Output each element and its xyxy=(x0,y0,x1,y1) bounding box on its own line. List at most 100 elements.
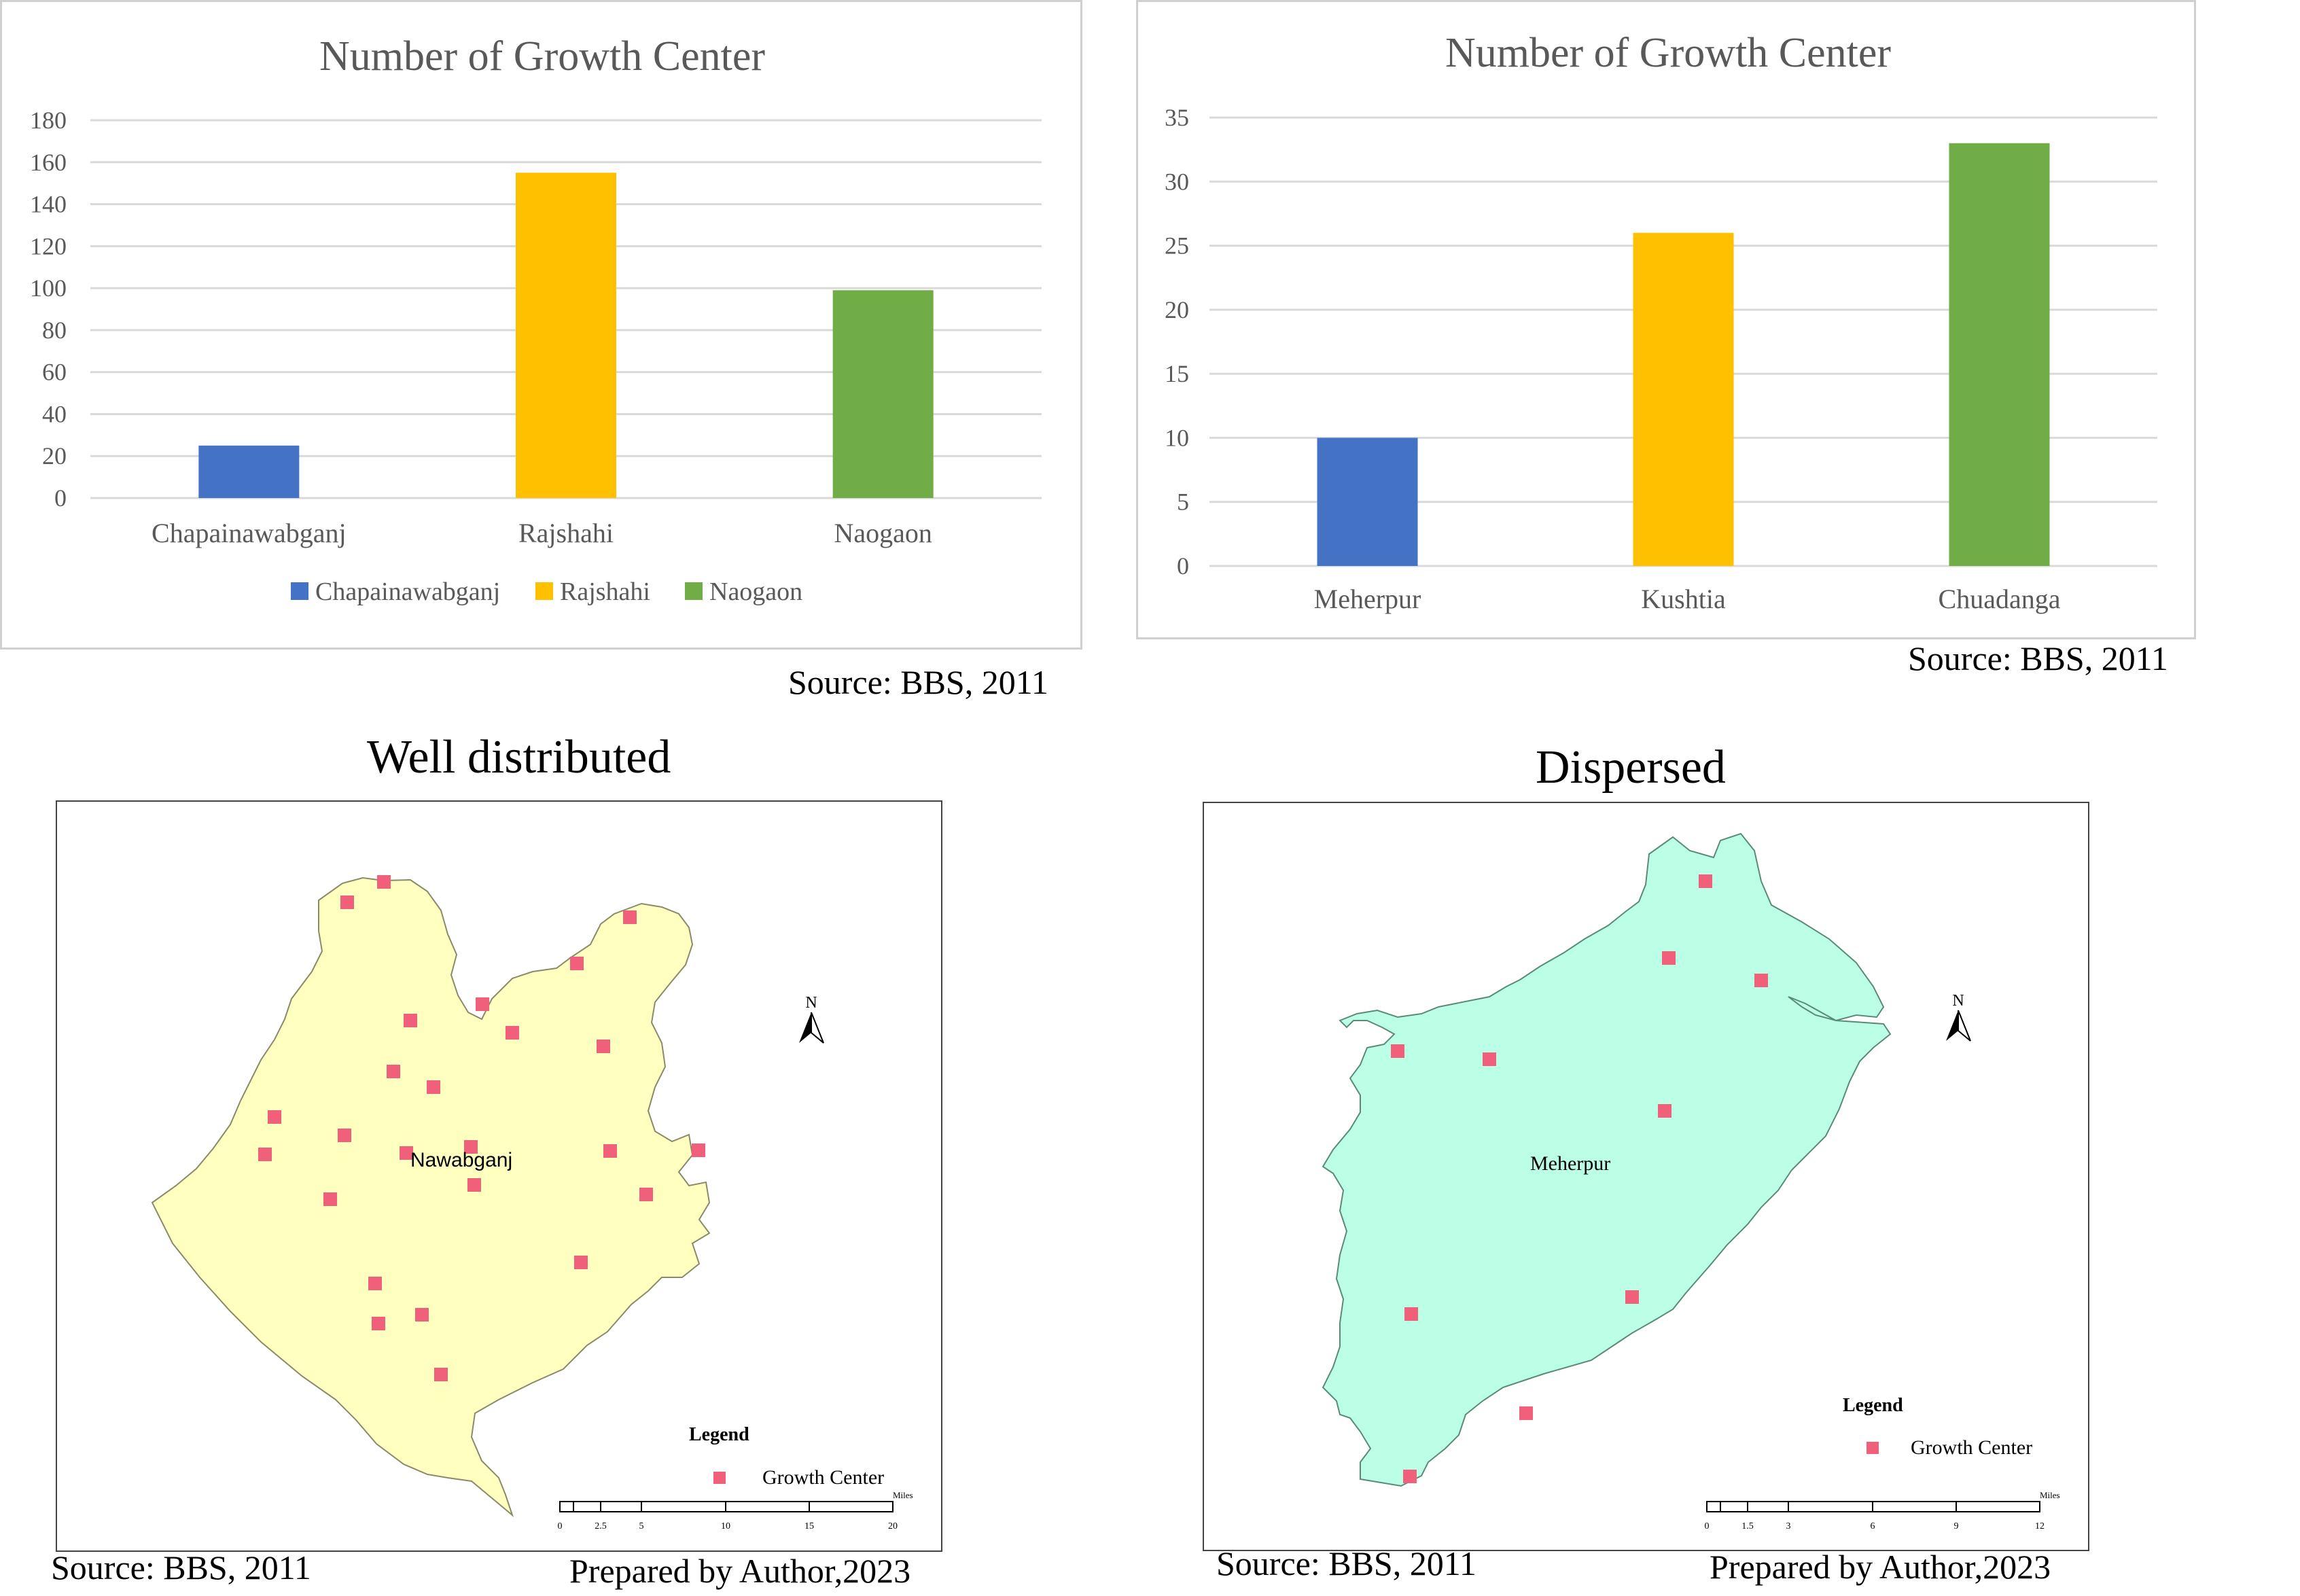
map-left-north-label: N xyxy=(805,994,817,1012)
growth-center-marker xyxy=(1403,1470,1417,1483)
chart2-svg: Number of Growth Center 0 5 10 15 20 25 30 35 Me… xyxy=(1165,30,2157,614)
y-tick-label: 60 xyxy=(42,359,67,386)
growth-center-marker xyxy=(340,895,354,909)
growth-center-marker xyxy=(1625,1290,1639,1304)
map-right-markers xyxy=(1391,874,1768,1483)
growth-center-marker xyxy=(1699,874,1712,888)
y-tick-label: 100 xyxy=(30,274,67,302)
y-tick-label: 140 xyxy=(30,191,67,218)
scale-right-tick-5: 12 xyxy=(2035,1521,2045,1531)
map-right-legend-item: Growth Center xyxy=(1911,1436,2032,1459)
map-left-svg: Nawabganj N Legend Growth Center 0 2.5 5… xyxy=(151,875,913,1531)
y-tick-label: 35 xyxy=(1165,104,1189,131)
y-tick-label: 5 xyxy=(1177,489,1189,516)
chart1-source: Source: BBS, 2011 xyxy=(788,663,1048,701)
scale-left-tick-5: 20 xyxy=(888,1521,898,1531)
map-right-title: Dispersed xyxy=(1536,741,1726,794)
growth-center-marker xyxy=(692,1143,705,1157)
map-right-source: Source: BBS, 2011 xyxy=(1216,1544,1476,1582)
x-category-label: Chuadanga xyxy=(1939,584,2061,614)
map-left-legend-item: Growth Center xyxy=(762,1466,884,1489)
chart1-svg: Number of Growth Center 0 20 40 60 80 100 120 1… xyxy=(30,33,1042,606)
y-tick-label: 180 xyxy=(30,107,67,134)
growth-center-marker xyxy=(597,1040,610,1053)
scale-left-unit: Miles xyxy=(893,1490,913,1500)
legend-swatch xyxy=(685,582,703,600)
growth-center-marker xyxy=(404,1014,417,1027)
y-tick-label: 160 xyxy=(30,149,67,176)
y-tick-label: 15 xyxy=(1165,360,1189,387)
meherpur-district-shape xyxy=(1322,832,1892,1487)
y-tick-label: 40 xyxy=(42,400,67,427)
y-tick-label: 20 xyxy=(42,442,67,469)
bar-chuadanga xyxy=(1949,143,2050,566)
scale-left-tick-1: 2.5 xyxy=(595,1521,607,1531)
y-tick-label: 80 xyxy=(42,317,67,344)
map-left-title: Well distributed xyxy=(367,731,671,783)
chart2-source: Source: BBS, 2011 xyxy=(1908,639,2168,677)
growth-center-marker xyxy=(387,1065,400,1078)
chart1-panel: Number of Growth Center 0 20 40 60 80 100 120 1… xyxy=(0,0,1082,650)
growth-center-marker xyxy=(623,910,637,924)
scale-right-tick-1: 1.5 xyxy=(1741,1521,1754,1531)
map-left-source: Source: BBS, 2011 xyxy=(51,1548,311,1586)
y-tick-label: 30 xyxy=(1165,168,1189,195)
bar-kushtia xyxy=(1633,232,1734,566)
growth-center-marker xyxy=(377,875,391,889)
bar-chapainawabganj xyxy=(198,445,300,498)
growth-center-marker xyxy=(323,1192,337,1206)
growth-center-marker xyxy=(639,1188,653,1201)
scale-right-tick-0: 0 xyxy=(1705,1521,1710,1531)
growth-center-marker xyxy=(574,1256,588,1269)
scale-right-tick-4: 9 xyxy=(1954,1521,1959,1531)
map-right-svg: Meherpur N Legend Growth Center 0 1.5 3 … xyxy=(1322,832,2060,1531)
growth-center-marker xyxy=(464,1140,478,1154)
growth-center-marker xyxy=(434,1368,448,1381)
bar-meherpur xyxy=(1317,438,1418,566)
bar-naogaon xyxy=(832,290,934,498)
scale-left-tick-2: 5 xyxy=(639,1521,644,1531)
scale-right-tick-3: 6 xyxy=(1871,1521,1875,1531)
x-category-label: Meherpur xyxy=(1314,584,1421,614)
growth-center-marker xyxy=(506,1026,519,1040)
y-tick-label: 0 xyxy=(54,484,67,512)
scale-right-tick-2: 3 xyxy=(1786,1521,1791,1531)
legend-entry: Naogaon xyxy=(709,578,802,606)
scale-left-tick-4: 15 xyxy=(804,1521,814,1531)
bar-rajshahi xyxy=(516,173,616,498)
growth-center-marker xyxy=(415,1308,429,1322)
legend-entry: Chapainawabganj xyxy=(315,578,500,606)
growth-center-marker xyxy=(258,1148,272,1161)
scale-right-unit: Miles xyxy=(2040,1490,2060,1500)
map-right-legend-marker xyxy=(1866,1442,1879,1454)
growth-center-marker xyxy=(338,1129,351,1142)
map-right-north-label: N xyxy=(1952,992,1964,1010)
map-left-legend-title: Legend xyxy=(689,1424,749,1445)
x-category-label: Rajshahi xyxy=(518,518,614,548)
map-left-place-label: Nawabganj xyxy=(410,1149,512,1171)
legend-swatch xyxy=(535,582,553,600)
chart1-title: Number of Growth Center xyxy=(319,33,765,79)
x-category-label: Chapainawabganj xyxy=(152,518,347,548)
scale-left-tick-0: 0 xyxy=(558,1521,563,1531)
y-tick-label: 20 xyxy=(1165,296,1189,323)
growth-center-marker xyxy=(570,957,584,970)
map-right-legend-title: Legend xyxy=(1843,1395,1903,1416)
legend-swatch xyxy=(291,582,308,600)
map-right-north-arrow-icon: N xyxy=(1946,992,1971,1042)
x-category-label: Kushtia xyxy=(1641,584,1726,614)
map-right-frame: Meherpur N Legend Growth Center 0 1.5 3 … xyxy=(1203,802,2089,1551)
legend-entry: Rajshahi xyxy=(560,578,650,606)
map-right-place-label: Meherpur xyxy=(1530,1152,1610,1175)
y-tick-label: 10 xyxy=(1165,424,1189,451)
x-category-label: Naogaon xyxy=(834,518,932,548)
growth-center-marker xyxy=(368,1277,382,1290)
y-tick-label: 25 xyxy=(1165,232,1189,260)
growth-center-marker xyxy=(268,1110,281,1124)
map-left-scale-bar: 0 2.5 5 10 15 20 Miles xyxy=(558,1490,913,1531)
map-left-north-arrow-icon: N xyxy=(799,994,824,1044)
map-right-scale-bar: 0 1.5 3 6 9 12 Miles xyxy=(1705,1490,2060,1531)
growth-center-marker xyxy=(1754,974,1768,987)
map-left-markers xyxy=(258,875,705,1381)
y-tick-label: 0 xyxy=(1177,552,1189,580)
